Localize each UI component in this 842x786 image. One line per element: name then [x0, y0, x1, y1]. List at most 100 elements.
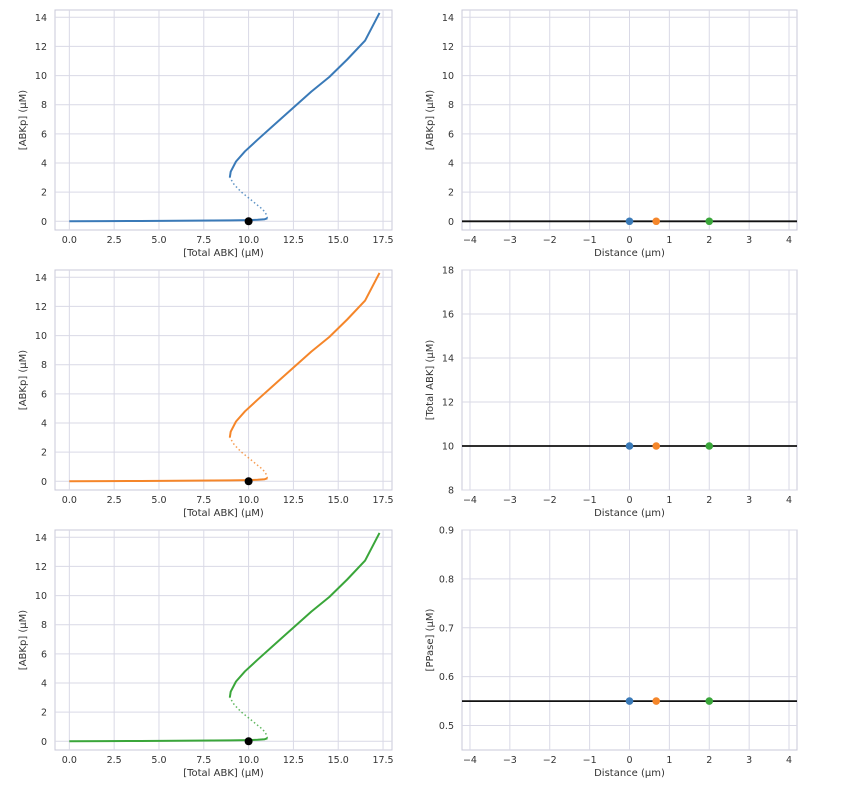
- x-tick-label: 15.0: [328, 495, 349, 506]
- grid: [462, 10, 797, 230]
- y-tick-label: 2: [448, 188, 454, 199]
- y-tick-label: 4: [448, 158, 454, 169]
- x-tick-label: −4: [463, 755, 477, 766]
- y-tick-label: 8: [41, 620, 47, 631]
- y-axis-label: [ABKp] (μM): [18, 350, 29, 410]
- y-tick-label: 2: [41, 448, 47, 459]
- y-axis-label: [ABKp] (μM): [18, 90, 29, 150]
- x-tick-label: 5.0: [151, 235, 166, 246]
- y-tick-label: 4: [41, 418, 47, 429]
- y-tick-label: 6: [41, 389, 47, 400]
- y-tick-label: 12: [35, 562, 47, 573]
- y-axis-label: [ABKp] (μM): [425, 90, 436, 150]
- x-tick-label: 0.0: [62, 495, 77, 506]
- y-tick-label: 8: [41, 360, 47, 371]
- x-tick-label: 2: [706, 495, 712, 506]
- x-tick-label: −4: [463, 495, 477, 506]
- x-tick-label: −2: [543, 235, 557, 246]
- x-tick-label: 7.5: [196, 495, 211, 506]
- y-tick-label: 0.6: [439, 672, 454, 683]
- grid: [462, 269, 797, 491]
- steady-state-point: [244, 737, 253, 746]
- y-tick-label: 14: [35, 533, 47, 544]
- x-tick-label: 12.5: [283, 495, 304, 506]
- x-tick-label: −2: [543, 495, 557, 506]
- y-tick-label: 14: [35, 13, 47, 24]
- chart-panel-5: 0.0 2.5 5.0 7.5 10.0 12.5 15.0 17.5 0 2 4 6 8 10 12 14 […: [18, 529, 394, 779]
- x-tick-label: 4: [786, 495, 792, 506]
- x-tick-label: 1: [666, 235, 672, 246]
- x-tick-label: 17.5: [372, 495, 393, 506]
- x-axis-label: [Total ABK] (μM): [183, 248, 264, 259]
- y-tick-label: 8: [448, 486, 454, 497]
- y-tick-label: 8: [448, 100, 454, 111]
- position-marker: [652, 442, 661, 450]
- x-tick-label: 1: [666, 495, 672, 506]
- x-tick-label: −3: [503, 495, 517, 506]
- position-marker: [625, 697, 634, 705]
- y-tick-label: 14: [442, 13, 454, 24]
- plot-area: [54, 9, 393, 231]
- position-marker: [705, 442, 714, 450]
- x-tick-label: 15.0: [328, 755, 349, 766]
- x-tick-label: −3: [503, 755, 517, 766]
- curve-lower-stable-branch: [69, 217, 268, 223]
- x-tick-label: 17.5: [372, 755, 393, 766]
- grid: [462, 529, 797, 750]
- x-tick-label: 12.5: [283, 755, 304, 766]
- y-tick-label: 12: [35, 42, 47, 53]
- x-tick-label: 2.5: [107, 495, 122, 506]
- x-tick-label: 0: [626, 235, 632, 246]
- y-tick-label: 4: [41, 678, 47, 689]
- y-tick-label: 10: [35, 591, 47, 602]
- x-tick-label: 3: [746, 755, 752, 766]
- y-tick-label: 12: [442, 398, 454, 409]
- x-tick-label: 0: [626, 495, 632, 506]
- x-tick-label: 2: [706, 755, 712, 766]
- position-marker: [625, 217, 634, 226]
- x-tick-label: 2: [706, 235, 712, 246]
- x-tick-label: 0: [626, 755, 632, 766]
- curve-lower-stable-branch: [69, 477, 268, 483]
- grid: [55, 270, 392, 490]
- curve-lower-stable-branch: [69, 737, 268, 743]
- x-tick-label: 10.0: [238, 495, 259, 506]
- curve-unstable-branch: [229, 697, 269, 739]
- y-tick-label: 8: [41, 100, 47, 111]
- y-tick-label: 6: [448, 129, 454, 140]
- y-tick-label: 10: [35, 71, 47, 82]
- position-marker: [625, 442, 634, 450]
- position-marker: [705, 697, 714, 705]
- y-tick-label: 12: [442, 42, 454, 53]
- x-axis-label: [Total ABK] (μM): [183, 508, 264, 519]
- x-axis-label: Distance (μm): [594, 248, 665, 259]
- x-tick-label: 2.5: [107, 755, 122, 766]
- y-tick-label: 0.9: [439, 526, 454, 537]
- position-marker: [705, 217, 714, 226]
- y-axis-label: [PPase] (μM): [425, 608, 436, 671]
- x-tick-label: 3: [746, 495, 752, 506]
- x-tick-label: 4: [786, 755, 792, 766]
- y-tick-label: 4: [41, 158, 47, 169]
- x-tick-label: 7.5: [196, 235, 211, 246]
- y-tick-label: 6: [41, 129, 47, 140]
- x-tick-label: 0.0: [62, 755, 77, 766]
- y-tick-label: 10: [35, 331, 47, 342]
- y-tick-label: 14: [35, 273, 47, 284]
- x-tick-label: 4: [786, 235, 792, 246]
- x-axis-label: Distance (μm): [594, 768, 665, 779]
- y-tick-label: 0.7: [439, 623, 454, 634]
- y-tick-label: 12: [35, 302, 47, 313]
- y-tick-label: 10: [442, 71, 454, 82]
- y-tick-label: 2: [41, 708, 47, 719]
- x-tick-label: 5.0: [151, 755, 166, 766]
- x-tick-label: −1: [583, 755, 597, 766]
- x-tick-label: 12.5: [283, 235, 304, 246]
- curve-upper-stable-branch: [228, 12, 381, 178]
- x-tick-label: 0.0: [62, 235, 77, 246]
- chart-panel-1: 0.0 2.5 5.0 7.5 10.0 12.5 15.0 17.5 0 2 4 6 8 10 12 14 […: [18, 9, 394, 259]
- x-tick-label: 10.0: [238, 235, 259, 246]
- y-tick-label: 0.5: [439, 721, 454, 732]
- plot-area: [54, 269, 393, 491]
